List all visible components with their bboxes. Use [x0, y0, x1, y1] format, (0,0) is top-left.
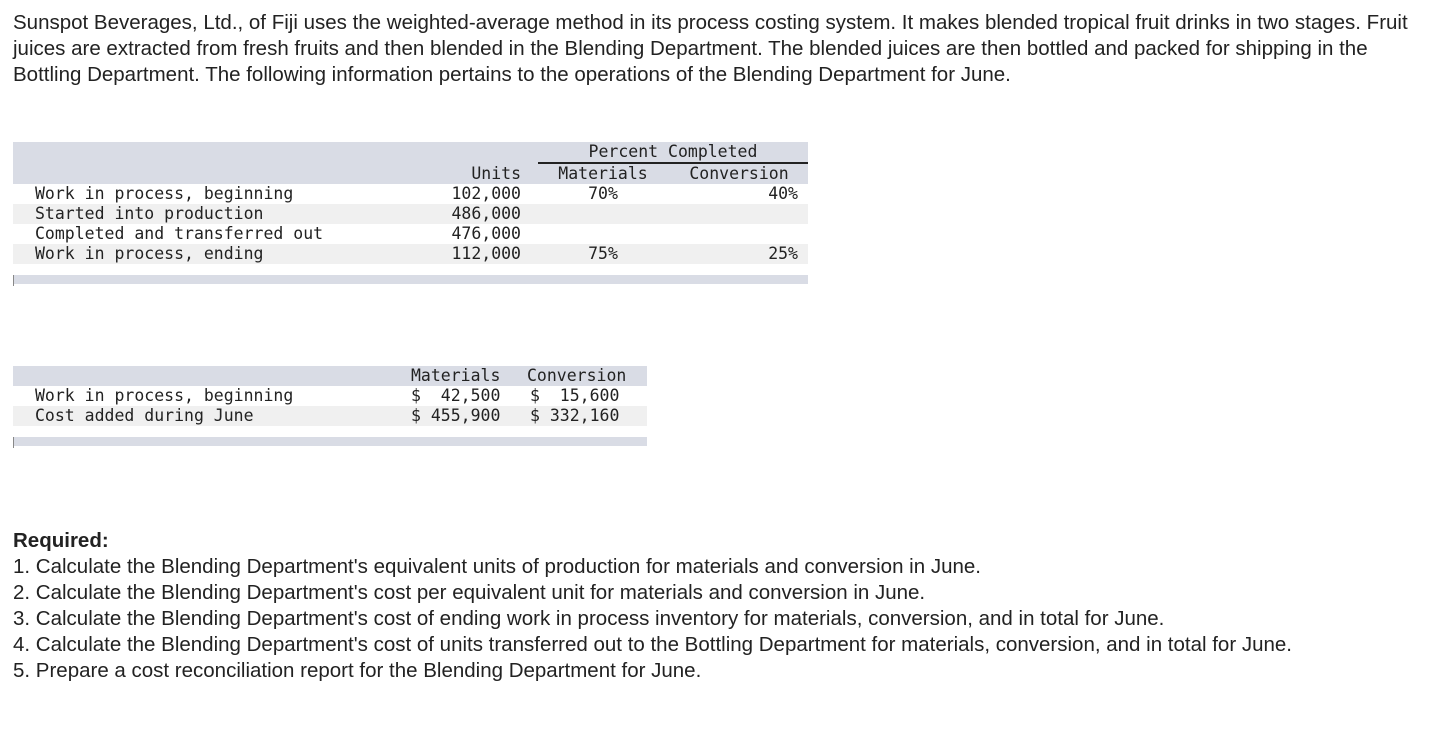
- header-band: [13, 366, 647, 386]
- row-units: 476,000: [451, 224, 521, 243]
- row-units: 112,000: [451, 244, 521, 263]
- conversion-header: Conversion: [527, 366, 627, 385]
- required-item: 1. Calculate the Blending Department's e…: [13, 555, 981, 578]
- row-materials-pct: 70%: [588, 184, 618, 203]
- row-stripe: [13, 204, 808, 224]
- row-materials-cost: $ 42,500: [411, 386, 501, 405]
- required-item: 4. Calculate the Blending Department's c…: [13, 633, 1293, 656]
- row-units: 102,000: [451, 184, 521, 203]
- materials-header: Materials: [411, 366, 501, 385]
- footer-tick: [13, 437, 14, 448]
- row-conversion-pct: 25%: [768, 244, 798, 263]
- required-item: 2. Calculate the Blending Department's c…: [13, 581, 926, 604]
- units-table: Percent Completed Units Materials Conver…: [13, 142, 808, 286]
- materials-header: Materials: [558, 164, 648, 183]
- footer-band: [13, 275, 808, 284]
- row-materials-pct: 75%: [588, 244, 618, 263]
- row-label: Work in process, ending: [35, 244, 264, 263]
- row-stripe: [13, 406, 647, 426]
- cost-table: Materials Conversion Work in process, be…: [13, 366, 647, 448]
- row-conversion-cost: $ 332,160: [530, 406, 620, 425]
- required-title: Required:: [13, 529, 109, 552]
- problem-intro: Sunspot Beverages, Ltd., of Fiji uses th…: [13, 11, 1408, 86]
- row-units: 486,000: [451, 204, 521, 223]
- required-item: 5. Prepare a cost reconciliation report …: [13, 659, 702, 682]
- row-materials-cost: $ 455,900: [411, 406, 501, 425]
- row-label: Completed and transferred out: [35, 224, 324, 243]
- units-header: Units: [471, 164, 521, 183]
- row-conversion-cost: $ 15,600: [530, 386, 620, 405]
- conversion-header: Conversion: [689, 164, 789, 183]
- row-label: Started into production: [35, 204, 264, 223]
- required-item: 3. Calculate the Blending Department's c…: [13, 607, 1165, 630]
- row-stripe: [13, 244, 808, 264]
- row-label: Work in process, beginning: [35, 386, 294, 405]
- percent-completed-header: Percent Completed: [588, 142, 758, 161]
- row-label: Cost added during June: [35, 406, 254, 425]
- required-list: 1. Calculate the Blending Department's e…: [13, 554, 1423, 684]
- footer-tick: [13, 275, 14, 286]
- percent-completed-underline: [538, 162, 808, 164]
- row-label: Work in process, beginning: [35, 184, 294, 203]
- required-section: Required: 1. Calculate the Blending Depa…: [13, 528, 1423, 684]
- footer-band: [13, 437, 647, 446]
- row-conversion-pct: 40%: [768, 184, 798, 203]
